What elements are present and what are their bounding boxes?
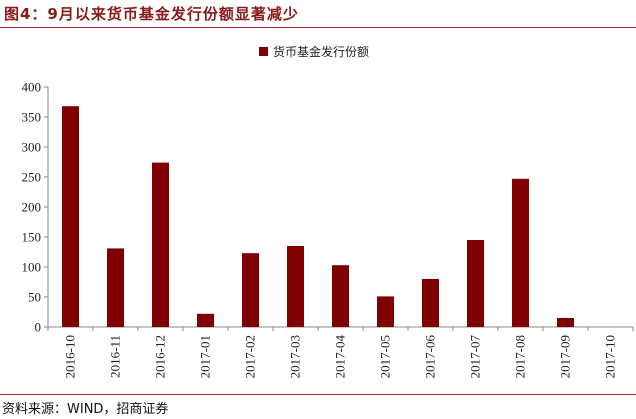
bars	[62, 106, 574, 327]
x-tick-label: 2017-09	[558, 335, 573, 378]
bar-2017-02	[242, 253, 259, 327]
legend-label: 货币基金发行份额	[273, 44, 369, 59]
bar-2017-04	[332, 265, 349, 327]
y-tick-label: 100	[22, 260, 42, 275]
source-note: 资料来源：WIND，招商证券	[2, 402, 169, 417]
x-tick-label: 2017-06	[423, 335, 438, 379]
x-tick-label: 2017-10	[603, 335, 618, 378]
bar-2017-09	[557, 318, 574, 327]
bar-2016-11	[107, 248, 124, 327]
y-tick-label: 150	[22, 230, 42, 245]
source-divider	[0, 394, 636, 395]
bar-2017-08	[512, 178, 529, 327]
title-divider	[0, 27, 636, 28]
x-tick-label: 2017-05	[378, 335, 393, 378]
x-tick-label: 2016-10	[63, 335, 78, 378]
x-tick-label: 2016-12	[153, 335, 168, 378]
y-tick-label: 350	[22, 110, 42, 125]
bar-2016-10	[62, 106, 79, 327]
y-tick-label: 300	[22, 140, 42, 155]
bar-2017-06	[422, 279, 439, 327]
x-tick-label: 2017-04	[333, 335, 348, 379]
figure-title: 图4：9月以来货币基金发行份额显著减少	[4, 5, 299, 23]
y-axis-ticks: 0 50 100 150 200 250 300 350 400	[22, 80, 48, 335]
y-tick-label: 50	[28, 290, 41, 305]
legend: 货币基金发行份额	[259, 44, 369, 59]
x-tick-label: 2016-11	[108, 335, 123, 378]
y-tick-label: 0	[35, 320, 42, 335]
legend-swatch	[259, 47, 268, 56]
bar-2017-07	[467, 240, 484, 327]
bar-2017-03	[287, 246, 304, 327]
y-tick-label: 250	[22, 170, 42, 185]
x-tick-label: 2017-02	[243, 335, 258, 378]
x-tick-label: 2017-08	[513, 335, 528, 378]
x-tick-label: 2017-01	[198, 335, 213, 378]
y-tick-label: 200	[22, 200, 42, 215]
y-tick-label: 400	[22, 80, 42, 95]
x-tick-label: 2017-03	[288, 335, 303, 378]
bar-2017-01	[197, 313, 214, 327]
bar-2016-12	[152, 162, 169, 327]
x-tick-label: 2017-07	[468, 335, 483, 379]
x-axis-ticks: 2016-10 2016-11 2016-12 2017-01 2017-02 2017-…	[47, 327, 634, 379]
bar-2017-05	[377, 296, 394, 327]
